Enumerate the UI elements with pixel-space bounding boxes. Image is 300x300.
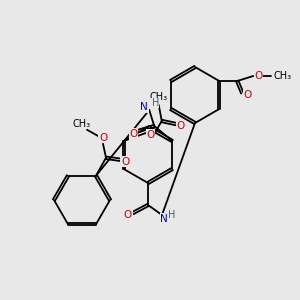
- Text: O: O: [243, 90, 251, 100]
- Text: H: H: [168, 210, 176, 220]
- Text: O: O: [254, 71, 262, 81]
- Text: CH₃: CH₃: [273, 71, 291, 81]
- Text: CH₃: CH₃: [150, 92, 168, 102]
- Text: O: O: [99, 133, 107, 143]
- Text: CH₃: CH₃: [73, 119, 91, 129]
- Text: H: H: [152, 98, 159, 108]
- Text: O: O: [121, 157, 129, 167]
- Text: N: N: [160, 214, 168, 224]
- Text: O: O: [147, 130, 155, 140]
- Text: N: N: [140, 102, 148, 112]
- Text: O: O: [177, 121, 185, 131]
- Text: O: O: [129, 129, 137, 139]
- Text: O: O: [124, 210, 132, 220]
